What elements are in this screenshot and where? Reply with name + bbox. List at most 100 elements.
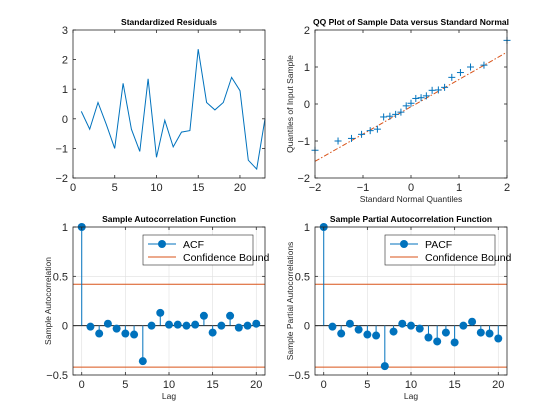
stem-marker (415, 324, 424, 333)
qq-point (428, 86, 436, 94)
x-tick-label: 0 (70, 182, 76, 194)
stem-marker (138, 357, 147, 366)
y-tick-label: 0.5 (53, 271, 68, 283)
y-tick-label: 1 (62, 84, 68, 96)
stem-marker (208, 328, 217, 337)
x-tick-label: −1 (357, 182, 370, 194)
legend-box (384, 234, 496, 266)
x-tick-label: 10 (163, 379, 175, 391)
qq-point (358, 130, 366, 138)
stem-marker (217, 321, 226, 330)
stem-marker (433, 337, 442, 346)
y-tick-label: −1 (55, 143, 68, 155)
qq-point (456, 69, 464, 77)
qq-point (407, 99, 415, 107)
stem-marker (156, 308, 165, 317)
stem-marker (337, 329, 346, 338)
qq-point (402, 102, 410, 110)
x-tick-label: 20 (492, 379, 504, 391)
x-tick-label: 0 (321, 379, 327, 391)
x-tick-label: 5 (364, 379, 370, 391)
y-tick-label: 3 (62, 25, 68, 37)
y-tick-label: 0 (62, 321, 68, 333)
x-axis-label: Lag (404, 391, 418, 401)
y-tick-label: −0.5 (46, 370, 68, 382)
stem-marker (226, 311, 235, 320)
x-tick-label: 15 (207, 379, 219, 391)
y-tick-label: 1 (304, 222, 310, 234)
y-tick-label: −0.5 (288, 370, 310, 382)
qq-point (366, 127, 374, 135)
stem-marker (182, 321, 191, 330)
stem-marker (398, 319, 407, 328)
qq-point (412, 94, 420, 102)
stem-marker (328, 322, 337, 331)
legend-marker (400, 240, 408, 248)
x-tick-label: 2 (504, 182, 510, 194)
x-tick-label: 15 (449, 379, 461, 391)
qq-point (441, 83, 449, 91)
x-tick-label: 5 (122, 379, 128, 391)
stem-marker (173, 320, 182, 329)
stem-marker (468, 317, 477, 326)
qq-point (386, 112, 394, 120)
stem-marker (450, 338, 459, 347)
stem-marker (424, 333, 433, 342)
stem-marker (112, 324, 121, 333)
qq-point (380, 113, 388, 121)
qq-point (392, 110, 400, 118)
y-tick-label: 0.5 (295, 271, 310, 283)
stem-marker (363, 330, 372, 339)
qq-point (422, 92, 430, 100)
axes-box (72, 29, 266, 179)
y-tick-label: 2 (304, 25, 310, 37)
plot-area (73, 30, 265, 178)
stem-marker (165, 320, 173, 329)
subplot-1: 0 5 10 15 20 −2 −1 0 1 2 3 Standardized Residuals (55, 17, 266, 194)
y-tick-label: −2 (297, 173, 310, 185)
subplot-3: 0 5 10 15 20 −0.5 0 0.5 1 Sample Autocorrelation … (43, 214, 270, 401)
stem-marker (199, 311, 208, 320)
x-tick-label: 10 (405, 379, 417, 391)
stem-marker (252, 319, 261, 328)
subplot-title: Standardized Residuals (121, 17, 217, 27)
legend-entry: PACF (425, 239, 452, 251)
stem-marker (494, 334, 503, 343)
subplot-title: Sample Autocorrelation Function (102, 214, 236, 224)
y-axis-label: Sample Partial Autocorrelations (285, 242, 295, 361)
stem-marker (121, 329, 130, 338)
x-axis-label: Lag (162, 391, 176, 401)
y-axis-label: Sample Autocorrelation (43, 257, 53, 345)
y-tick-label: 2 (62, 55, 68, 67)
stem-marker (389, 327, 398, 336)
qq-point (467, 63, 475, 71)
x-tick-label: 5 (112, 182, 118, 194)
qq-point (480, 61, 488, 69)
legend-box (142, 234, 254, 266)
qq-point (448, 73, 456, 81)
x-tick-label: 0 (79, 379, 85, 391)
x-tick-label: 20 (250, 379, 262, 391)
stem-marker (345, 319, 354, 328)
stem-marker (95, 329, 104, 338)
stem-marker (103, 319, 112, 328)
y-tick-label: 0 (304, 321, 310, 333)
x-tick-label: 0 (408, 182, 414, 194)
y-tick-label: 1 (304, 62, 310, 74)
subplot-title: QQ Plot of Sample Data versus Standard N… (313, 17, 509, 27)
stem-marker (354, 325, 363, 334)
legend-entry: Confidence Bound (425, 252, 512, 264)
stem-marker (459, 321, 468, 330)
qq-point (373, 125, 381, 133)
qq-point (334, 137, 342, 145)
qq-point (347, 134, 355, 142)
x-tick-label: −2 (309, 182, 322, 194)
stem-marker (86, 322, 95, 331)
y-tick-label: −1 (297, 136, 310, 148)
stem-marker (234, 323, 243, 332)
y-tick-label: 1 (62, 222, 68, 234)
x-tick-label: 20 (234, 182, 246, 194)
